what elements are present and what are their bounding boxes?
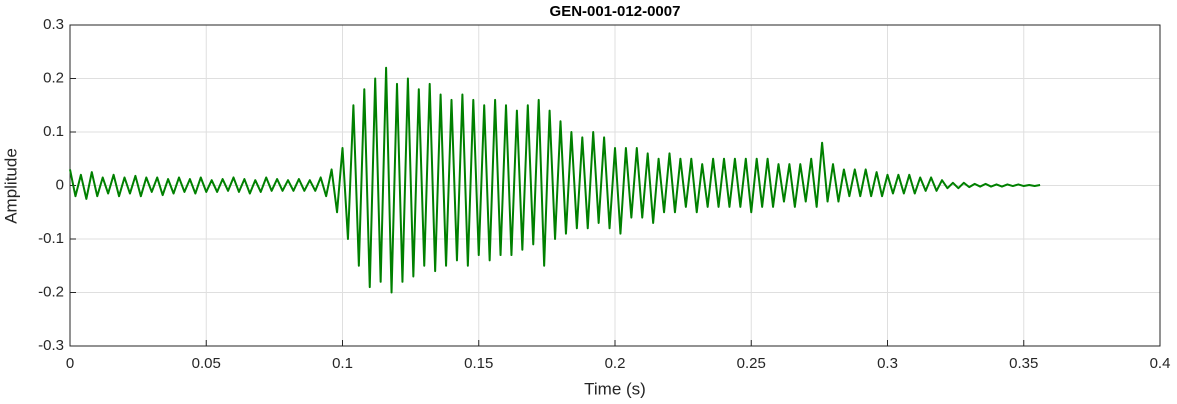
chart-title: GEN-001-012-0007: [550, 3, 681, 20]
y-tick-label: 0.1: [43, 123, 64, 140]
x-tick-label: 0.05: [192, 355, 221, 372]
x-tick-label: 0: [66, 355, 74, 372]
waveform-line: [69, 66, 1041, 294]
x-tick-label: 0.25: [737, 355, 766, 372]
x-axis-label: Time (s): [584, 379, 646, 398]
y-tick-label: -0.1: [38, 230, 64, 247]
x-tick-label: 0.4: [1150, 355, 1171, 372]
y-tick-label: 0.2: [43, 69, 64, 86]
x-tick-label: 0.35: [1009, 355, 1038, 372]
x-tick-label: 0.3: [877, 355, 898, 372]
y-axis-label: Amplitude: [1, 148, 20, 224]
x-tick-label: 0.15: [464, 355, 493, 372]
x-tick-label: 0.2: [605, 355, 626, 372]
y-tick-label: 0: [56, 176, 64, 193]
y-tick-label: -0.2: [38, 283, 64, 300]
x-tick-label: 0.1: [332, 355, 353, 372]
y-tick-label: -0.3: [38, 337, 64, 354]
y-tick-label: 0.3: [43, 16, 64, 33]
